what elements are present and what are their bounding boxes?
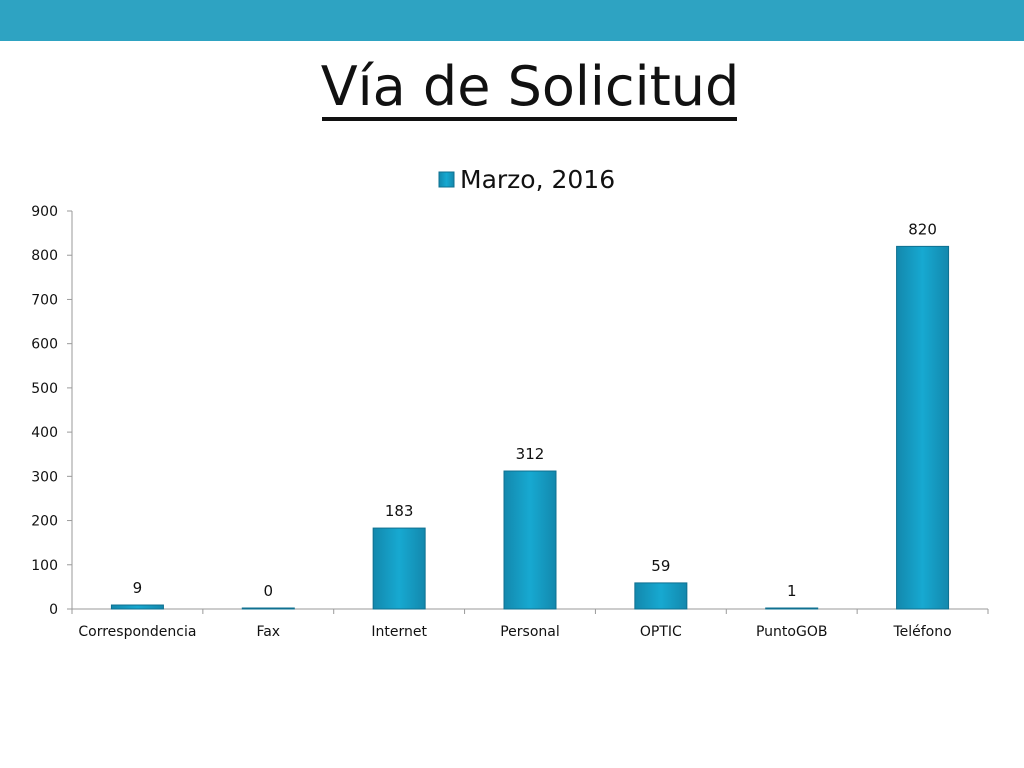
y-tick-label: 400	[31, 425, 58, 441]
top-banner	[0, 0, 1024, 41]
y-tick-label: 500	[31, 381, 58, 397]
y-tick-label: 600	[31, 337, 58, 353]
bar-correspondencia	[110, 604, 164, 610]
slide-title: Vía de Solicitud	[320, 55, 740, 118]
bar-puntogob	[765, 607, 819, 610]
bar-internet	[372, 527, 426, 610]
category-label: OPTIC	[640, 624, 682, 640]
y-tick-label: 0	[49, 602, 58, 618]
legend-swatch	[438, 171, 455, 188]
bar-fax	[241, 607, 295, 610]
data-label: 0	[264, 582, 274, 600]
bar-optic	[634, 582, 688, 610]
y-tick-label: 100	[31, 558, 58, 574]
category-label: PuntoGOB	[756, 624, 827, 640]
data-label: 312	[516, 445, 545, 463]
category-label: Internet	[371, 624, 427, 640]
data-label: 59	[651, 557, 670, 575]
y-tick-label: 200	[31, 514, 58, 530]
legend-label: Marzo, 2016	[460, 165, 615, 194]
y-tick-label: 900	[31, 204, 58, 220]
category-label: Teléfono	[892, 624, 951, 640]
data-label: 183	[385, 502, 414, 520]
bar-chart: Marzo, 2016 0 100 200 300 400 500 600 700 800 900…	[31, 165, 989, 640]
category-label: Personal	[500, 624, 560, 640]
y-tick-label: 800	[31, 248, 58, 264]
category-label: Correspondencia	[78, 624, 196, 640]
y-tick-label: 700	[31, 292, 58, 308]
data-label: 9	[133, 579, 143, 597]
bar-personal	[503, 470, 557, 610]
chart-legend: Marzo, 2016	[438, 165, 615, 194]
title-underline	[322, 117, 737, 121]
bar-teléfono	[896, 245, 950, 610]
data-label: 820	[908, 220, 937, 238]
category-label: Fax	[256, 624, 280, 640]
data-label: 1	[787, 582, 797, 600]
y-tick-label: 300	[31, 469, 58, 485]
